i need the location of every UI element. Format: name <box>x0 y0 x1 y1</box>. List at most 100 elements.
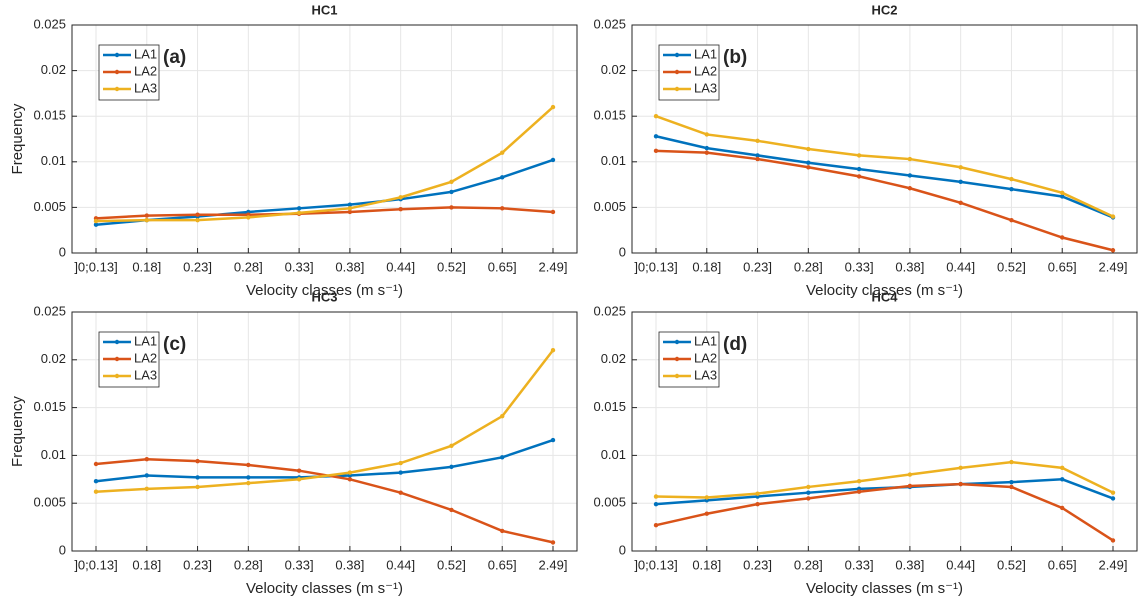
data-point <box>550 540 556 545</box>
legend-label: LA2 <box>694 63 717 78</box>
data-point <box>246 215 251 220</box>
data-point <box>500 528 505 534</box>
x-tick-label: 0.23] <box>743 259 772 274</box>
data-point <box>1060 505 1065 511</box>
legend-label: LA3 <box>694 367 717 382</box>
data-point <box>398 490 403 495</box>
x-tick-label: 0.52] <box>437 557 466 572</box>
data-point <box>806 496 811 501</box>
data-point <box>1009 479 1014 485</box>
data-point <box>449 179 454 185</box>
x-tick-label: 0.65] <box>488 557 517 572</box>
x-tick-label: 0.33] <box>285 259 314 274</box>
y-tick-label: 0.025 <box>33 16 66 31</box>
panel-annotation: (c) <box>163 334 186 355</box>
x-tick-label: 0.23] <box>183 557 212 572</box>
data-point <box>93 461 99 467</box>
chart-title: HC3 <box>311 289 337 304</box>
legend-marker <box>674 86 680 92</box>
legend-label: LA2 <box>134 350 157 365</box>
data-point <box>398 195 403 200</box>
data-point <box>195 484 200 490</box>
legend-marker <box>114 339 120 345</box>
data-point <box>347 209 353 215</box>
data-point <box>907 483 913 489</box>
x-tick-label: 2.49] <box>1099 259 1128 274</box>
data-point <box>856 479 862 484</box>
data-point <box>958 179 963 185</box>
data-point <box>1060 194 1065 199</box>
x-axis-label: Velocity classes (m s⁻¹) <box>246 282 403 299</box>
data-point <box>856 489 862 494</box>
data-point <box>1009 484 1014 490</box>
x-tick-label: 0.38] <box>335 259 364 274</box>
y-tick-label: 0.025 <box>593 16 626 31</box>
data-point <box>755 153 760 158</box>
data-point <box>958 200 963 206</box>
x-tick-label: 0.33] <box>285 557 314 572</box>
data-point <box>1009 459 1014 465</box>
y-tick-label: 0.005 <box>33 495 66 510</box>
data-point <box>806 146 811 152</box>
data-point <box>246 480 251 486</box>
chart-title: HC4 <box>871 289 898 304</box>
x-tick-label: 0.44] <box>386 557 415 572</box>
data-point <box>958 481 963 487</box>
data-point <box>500 150 505 155</box>
data-point <box>398 460 403 466</box>
legend-marker <box>114 373 120 379</box>
x-tick-label: 0.44] <box>946 259 975 274</box>
x-tick-label: ]0;0.13] <box>634 259 677 274</box>
data-point <box>550 437 556 443</box>
x-tick-label: 2.49] <box>539 259 568 274</box>
data-point <box>907 173 913 178</box>
data-point <box>755 491 760 496</box>
panel-annotation: (b) <box>723 47 747 68</box>
chart-title: HC2 <box>871 2 897 17</box>
data-point <box>856 174 862 179</box>
data-point <box>1060 477 1065 482</box>
x-tick-label: 0.18] <box>692 259 721 274</box>
data-point <box>755 501 760 507</box>
data-point <box>1060 465 1065 471</box>
data-point <box>704 495 709 500</box>
series-line <box>655 115 1114 218</box>
y-tick-label: 0.005 <box>593 495 626 510</box>
data-point <box>195 458 200 464</box>
x-tick-label: ]0;0.13] <box>74 557 117 572</box>
data-point <box>653 114 659 119</box>
data-point <box>144 486 149 492</box>
series-line <box>95 206 554 220</box>
y-tick-label: 0.005 <box>593 199 626 214</box>
data-point <box>856 153 862 158</box>
legend-label: LA1 <box>694 333 717 348</box>
x-tick-label: 2.49] <box>539 557 568 572</box>
data-point <box>1110 538 1116 543</box>
data-point <box>704 132 709 137</box>
data-point <box>347 470 353 475</box>
legend-marker <box>674 339 680 345</box>
legend-marker <box>674 373 680 379</box>
legend-marker <box>114 69 120 75</box>
x-tick-label: 0.44] <box>386 259 415 274</box>
x-axis-label: Velocity classes (m s⁻¹) <box>806 282 963 299</box>
data-point <box>806 484 811 490</box>
y-tick-label: 0 <box>619 244 626 259</box>
x-tick-label: 0.33] <box>845 259 874 274</box>
data-point <box>144 473 149 478</box>
data-point <box>449 507 454 513</box>
data-point <box>958 465 963 471</box>
y-tick-label: 0.01 <box>601 447 626 462</box>
x-tick-label: 0.44] <box>946 557 975 572</box>
y-axis-label: Frequency <box>9 103 26 174</box>
x-tick-label: 0.33] <box>845 557 874 572</box>
data-point <box>806 490 811 495</box>
chart-title: HC1 <box>311 2 337 17</box>
data-point <box>1009 186 1014 192</box>
axes-box <box>71 311 578 552</box>
data-point <box>1110 490 1116 495</box>
y-tick-label: 0.01 <box>41 153 66 168</box>
y-tick-label: 0.01 <box>41 447 66 462</box>
x-tick-label: 0.38] <box>335 557 364 572</box>
